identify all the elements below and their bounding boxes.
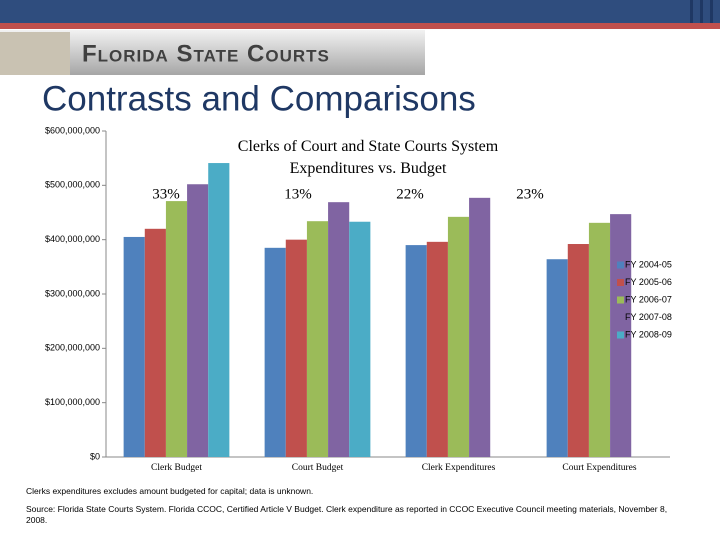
annotation: 33% — [152, 186, 180, 202]
bar — [144, 228, 166, 457]
bar — [567, 244, 589, 457]
y-tick-label: $400,000,000 — [45, 234, 100, 244]
bar — [469, 197, 491, 457]
legend-label: FY 2004-05 — [625, 259, 672, 269]
bar — [306, 221, 329, 457]
bar — [546, 259, 568, 457]
bar — [349, 221, 371, 457]
legend-swatch — [617, 314, 624, 321]
legend-label: FY 2008-09 — [625, 329, 672, 339]
header-decor — [690, 0, 693, 23]
legend-swatch — [617, 261, 624, 269]
legend-label: FY 2005-06 — [625, 277, 672, 287]
x-tick-label: Court Expenditures — [562, 463, 636, 473]
legend-label: FY 2007-08 — [625, 312, 672, 322]
footnote: Source: Florida State Courts System. Flo… — [26, 504, 668, 525]
y-tick-label: $300,000,000 — [45, 288, 100, 298]
y-tick-label: $600,000,000 — [45, 125, 100, 135]
bar — [208, 163, 230, 457]
logo-box — [0, 30, 425, 75]
footnote: Clerks expenditures excludes amount budg… — [26, 486, 314, 496]
bar — [285, 239, 307, 457]
y-tick-label: $100,000,000 — [45, 397, 100, 407]
bar — [328, 202, 350, 457]
bar — [187, 184, 209, 457]
bar — [405, 245, 427, 457]
y-tick-label: $500,000,000 — [45, 180, 100, 190]
header-decor — [710, 0, 713, 23]
bar — [123, 236, 145, 457]
slide-title: Contrasts and Comparisons — [42, 79, 476, 118]
annotation: 23% — [516, 186, 544, 202]
chart-title: Clerks of Court and State Courts System … — [237, 138, 499, 177]
logo-text: Florida State Courts — [82, 40, 330, 67]
x-tick-label: Court Budget — [292, 463, 344, 473]
bar — [588, 222, 611, 457]
bar — [165, 201, 188, 457]
bar — [264, 247, 286, 457]
x-tick-label: Clerk Budget — [151, 463, 202, 473]
x-tick-label: Clerk Expenditures — [422, 463, 496, 473]
y-tick-label: $0 — [90, 451, 100, 461]
courthouse-image — [0, 32, 70, 75]
y-tick-label: $200,000,000 — [45, 343, 100, 353]
header-stripe — [0, 23, 720, 29]
legend-label: FY 2006-07 — [625, 294, 672, 304]
legend-swatch — [617, 296, 624, 304]
bar — [426, 241, 448, 457]
header-decor — [700, 0, 703, 23]
bar — [447, 216, 470, 457]
legend-swatch — [617, 331, 624, 339]
annotation: 22% — [396, 186, 424, 202]
header-bar — [0, 0, 720, 23]
legend-swatch — [617, 279, 624, 286]
annotation: 13% — [284, 186, 312, 202]
